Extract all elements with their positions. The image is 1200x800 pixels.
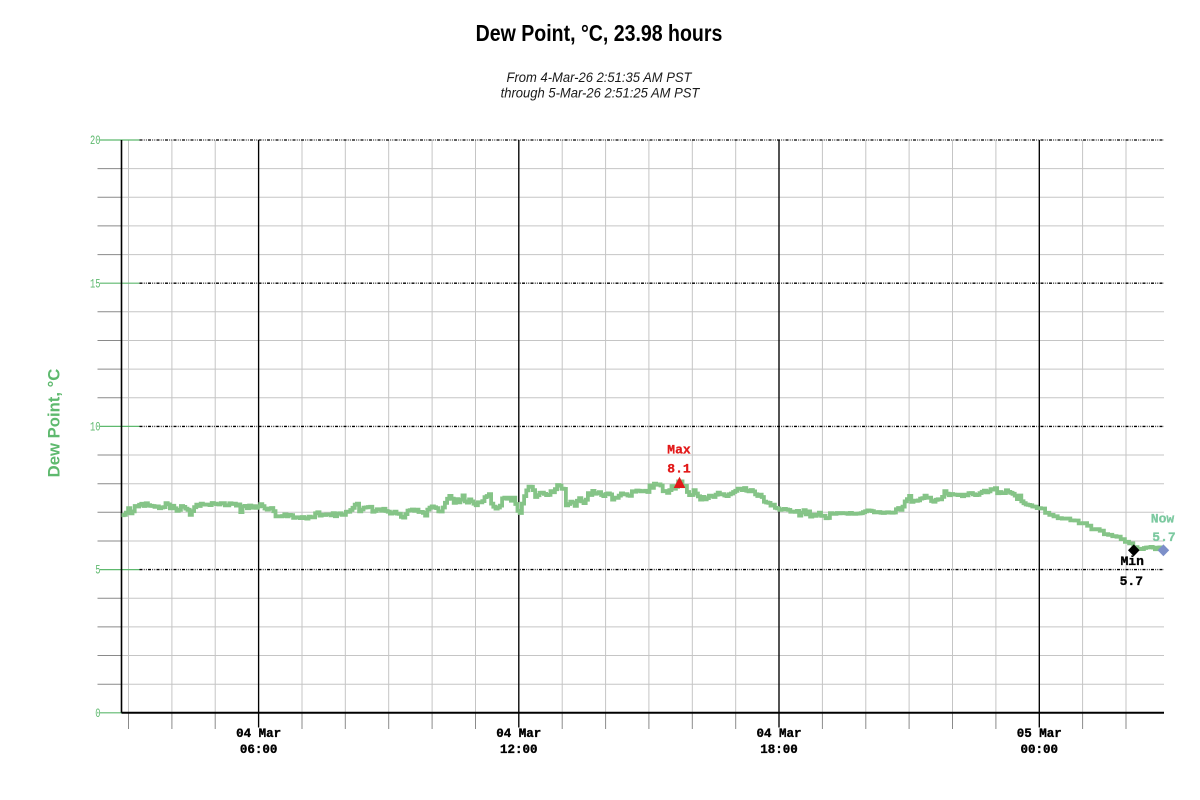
- svg-text:through 5-Mar-26 2:51:25 AM PS: through 5-Mar-26 2:51:25 AM PST: [501, 85, 701, 101]
- svg-text:Now: Now: [1151, 511, 1175, 526]
- svg-text:Dew Point, °C, 23.98 hours: Dew Point, °C, 23.98 hours: [476, 21, 723, 47]
- svg-text:10: 10: [90, 421, 100, 435]
- svg-text:05 Mar: 05 Mar: [1017, 727, 1062, 741]
- svg-text:20: 20: [90, 135, 100, 149]
- svg-text:Max: Max: [667, 442, 691, 457]
- svg-text:04 Mar: 04 Mar: [756, 727, 801, 741]
- svg-text:Min: Min: [1120, 554, 1144, 569]
- svg-text:04 Mar: 04 Mar: [496, 727, 541, 741]
- svg-text:15: 15: [90, 278, 100, 292]
- svg-text:06:00: 06:00: [240, 743, 278, 757]
- svg-text:0: 0: [95, 708, 100, 722]
- svg-text:5.7: 5.7: [1152, 530, 1175, 545]
- svg-text:00:00: 00:00: [1021, 743, 1059, 757]
- svg-text:5.7: 5.7: [1120, 574, 1143, 589]
- svg-text:From 4-Mar-26 2:51:35 AM PST: From 4-Mar-26 2:51:35 AM PST: [507, 70, 694, 86]
- svg-text:Dew Point, °C: Dew Point, °C: [45, 369, 64, 478]
- svg-text:18:00: 18:00: [760, 743, 798, 757]
- svg-text:5: 5: [95, 564, 100, 578]
- svg-text:04 Mar: 04 Mar: [236, 727, 281, 741]
- svg-text:8.1: 8.1: [667, 461, 691, 476]
- svg-text:12:00: 12:00: [500, 743, 538, 757]
